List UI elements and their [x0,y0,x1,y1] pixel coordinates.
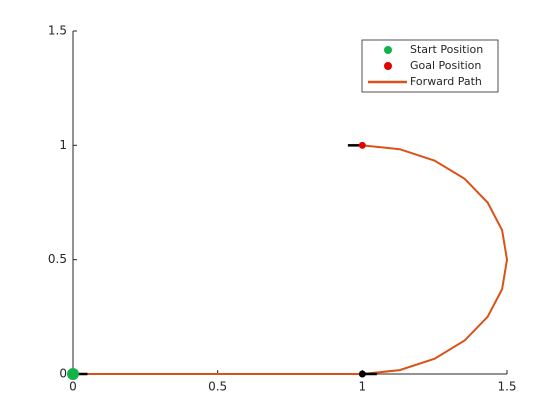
x-tick-label: 0.5 [208,380,227,394]
start-marker [67,368,79,380]
y-tick-label: 0.5 [48,252,67,266]
legend-marker [384,62,392,70]
y-tick-label: 1 [59,138,67,152]
legend-label: Start Position [410,43,483,56]
legend-marker [384,46,392,54]
x-tick-label: 0 [69,380,77,394]
y-tick-label: 1.5 [48,24,67,38]
waypoint-marker [358,370,366,378]
goal-marker [358,141,366,149]
x-tick-label: 1 [359,380,367,394]
path-line [73,144,509,375]
y-tick-label: 0 [59,367,67,381]
x-tick-label: 1.5 [497,380,516,394]
legend-label: Goal Position [410,59,481,72]
legend-label: Forward Path [410,75,482,88]
